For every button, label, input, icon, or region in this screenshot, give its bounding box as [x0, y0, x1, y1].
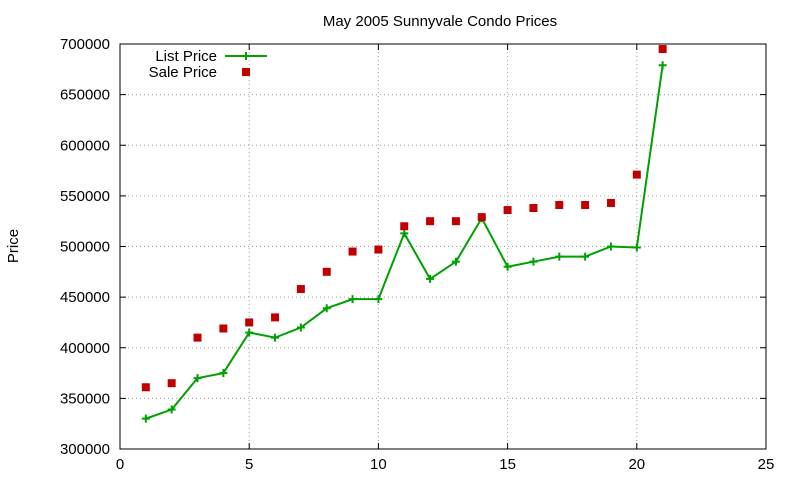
y-tick-label: 350000 [60, 390, 110, 407]
sale-price-point [555, 200, 564, 209]
list-price-point [555, 252, 564, 261]
series-sale-price [141, 45, 667, 392]
list-price-point [374, 295, 383, 304]
sale-price-point [374, 245, 383, 254]
sale-price-point [348, 247, 357, 256]
x-tick-label: 10 [370, 456, 387, 473]
y-tick-label: 700000 [60, 36, 110, 53]
sale-price-point [606, 198, 615, 207]
sale-price-point [581, 200, 590, 209]
sale-price-point [529, 204, 538, 213]
y-axis-label: Price [5, 229, 22, 263]
list-price-point [167, 405, 176, 414]
grid [120, 44, 766, 449]
list-price-point [296, 323, 305, 332]
y-tick-label: 550000 [60, 188, 110, 205]
sale-price-point [322, 267, 331, 276]
list-price-point [193, 374, 202, 383]
list-price-point [503, 262, 512, 271]
list-price-point [141, 414, 150, 423]
chart-title: May 2005 Sunnyvale Condo Prices [323, 13, 557, 30]
axes: 0 5 10 15 20 25 300000 350000 400000 450000 500000… [60, 36, 774, 473]
list-price-point [400, 229, 409, 238]
x-tick-label: 5 [245, 456, 253, 473]
list-price-point [606, 242, 615, 251]
sale-price-point [400, 222, 409, 231]
sale-price-point [141, 383, 150, 392]
list-price-point [348, 295, 357, 304]
sale-price-point [245, 318, 254, 327]
x-tick-label: 20 [628, 456, 645, 473]
legend-label-list-price: List Price [155, 48, 217, 65]
sale-price-point [296, 285, 305, 294]
legend-marker-sale-price [242, 68, 250, 76]
x-tick-label: 25 [758, 456, 775, 473]
sale-price-point [477, 213, 486, 222]
list-price-point [451, 257, 460, 266]
y-tick-label: 300000 [60, 441, 110, 458]
list-price-point [271, 333, 280, 342]
sale-price-point [658, 45, 667, 54]
sale-price-point [219, 324, 228, 333]
sale-price-point [193, 333, 202, 342]
y-tick-label: 600000 [60, 137, 110, 154]
sale-price-point [167, 379, 176, 388]
list-price-point [529, 257, 538, 266]
y-tick-label: 650000 [60, 87, 110, 104]
legend-label-sale-price: Sale Price [149, 64, 217, 81]
y-tick-label: 500000 [60, 239, 110, 256]
series-list-price [141, 61, 667, 423]
legend-marker-list-price [242, 52, 250, 60]
sale-price-point [426, 217, 435, 226]
sale-price-point [451, 217, 460, 226]
x-tick-label: 15 [499, 456, 516, 473]
sale-price-point [632, 170, 641, 179]
sale-price-point [271, 313, 280, 322]
sale-price-point [503, 206, 512, 215]
list-price-point [219, 369, 228, 378]
plot-series [141, 45, 667, 423]
list-price-point [322, 304, 331, 313]
y-tick-label: 400000 [60, 340, 110, 357]
list-price-point [632, 243, 641, 252]
list-price-point [245, 328, 254, 337]
y-tick-label: 450000 [60, 289, 110, 306]
x-tick-label: 0 [116, 456, 124, 473]
list-price-point [658, 61, 667, 70]
list-price-point [426, 274, 435, 283]
list-price-point [581, 252, 590, 261]
list-price-line [145, 65, 664, 420]
